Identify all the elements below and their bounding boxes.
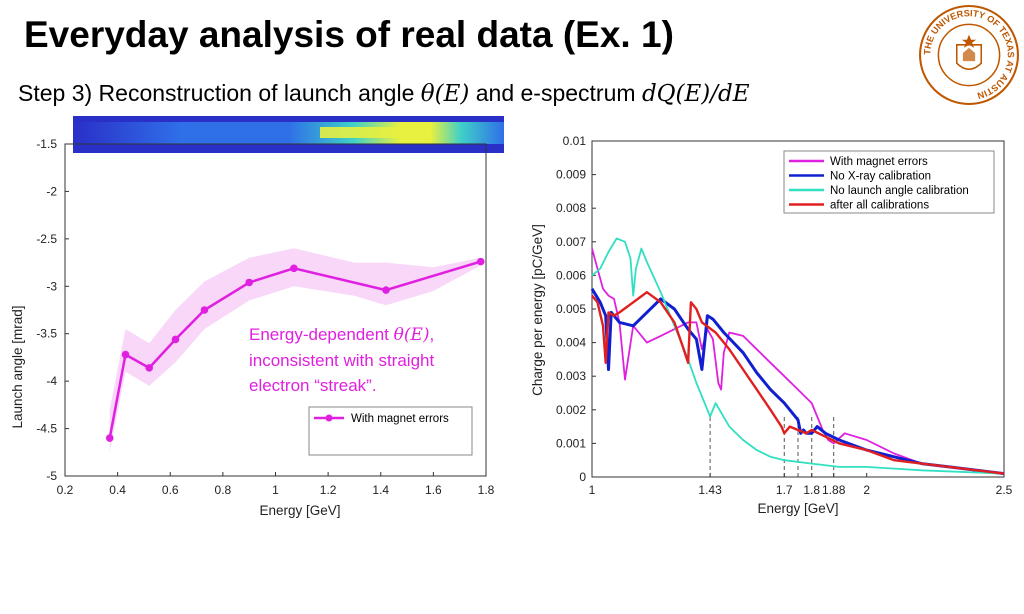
spectrum-series-line <box>591 237 1005 475</box>
left-y-tick-label: -4 <box>46 374 57 388</box>
data-point <box>290 264 298 273</box>
launch-angle-series <box>105 257 485 442</box>
streak-image-core <box>73 122 504 144</box>
right-x-tick-label: 1.8 <box>803 483 820 497</box>
slide-title: Everyday analysis of real data (Ex. 1) <box>24 14 674 55</box>
left-x-tick-label: 1.6 <box>425 483 442 497</box>
subtitle-middle: and e-spectrum <box>469 80 642 106</box>
subtitle-dqde-math: dQ(E)/dE <box>641 81 750 107</box>
annotation-line-2: inconsistent with straight <box>249 351 435 370</box>
annotation-text: Energy-dependent θ(E), inconsistent with… <box>249 322 434 398</box>
slide-subtitle: Step 3) Reconstruction of launch angle θ… <box>18 80 750 107</box>
right-y-tick-label: 0.004 <box>556 336 586 350</box>
charge-spectrum-series <box>590 237 1005 476</box>
streak-image <box>73 116 504 153</box>
launch-angle-legend: With magnet errors <box>308 406 473 456</box>
legend-label: No launch angle calibration <box>830 185 969 197</box>
charge-spectrum-chart: 1 1.43 1.7 1.8 1.88 2 2.5 0 0.001 0.002 0.003 0.004… <box>530 134 1013 516</box>
right-y-axis-label: Charge per energy [pC/GeV] <box>530 224 545 396</box>
left-y-tick-label: -4.5 <box>36 422 57 436</box>
left-x-tick-label: 0.8 <box>215 483 232 497</box>
left-x-tick-label: 1.2 <box>320 483 337 497</box>
annotation-line-3: electron “streak”. <box>249 376 377 395</box>
right-x-tick-label: 2.5 <box>996 483 1013 497</box>
launch-angle-chart: 0.2 0.4 0.6 0.8 1 1.2 1.4 1.6 1.8 -5 -4.5 -4 -3.5 -3 -… <box>10 116 504 518</box>
left-x-tick-label: 1.8 <box>478 483 495 497</box>
right-y-tick-label: 0.007 <box>556 235 586 249</box>
right-y-tick-label: 0.008 <box>556 201 586 215</box>
left-y-tick-label: -2.5 <box>36 232 57 246</box>
spectrum-series-line <box>591 290 1005 475</box>
left-x-axis-label: Energy [GeV] <box>259 503 340 518</box>
right-x-tick-label: 1.43 <box>698 483 722 497</box>
data-point <box>200 306 209 314</box>
right-x-tick-label: 2 <box>863 483 870 497</box>
data-point <box>121 350 130 359</box>
right-y-tick-label: 0.01 <box>563 134 587 148</box>
right-x-tick-label: 1.7 <box>776 483 793 497</box>
charge-spectrum-axes: 1 1.43 1.7 1.8 1.88 2 2.5 0 0.001 0.002 0.003 0.004… <box>556 134 1013 497</box>
streak-hotspot <box>320 127 405 138</box>
left-x-tick-label: 1 <box>272 483 279 497</box>
right-y-tick-label: 0.002 <box>556 403 586 417</box>
legend-label: No X-ray calibration <box>830 171 931 183</box>
data-point <box>145 364 153 372</box>
subtitle-prefix: Step 3) Reconstruction of launch angle <box>18 80 421 106</box>
launch-angle-band <box>109 248 481 453</box>
spectrum-series-line <box>591 248 1005 475</box>
legend-label: after all calibrations <box>830 200 929 212</box>
left-x-tick-label: 0.6 <box>162 483 179 497</box>
data-point <box>105 434 114 442</box>
subtitle-theta-math: θ(E) <box>420 81 470 107</box>
data-point <box>171 335 180 344</box>
annotation-line1-prefix: Energy-dependent <box>249 325 394 344</box>
right-x-tick-label: 1.88 <box>822 483 846 497</box>
annotation-theta-math: θ(E) <box>393 325 430 345</box>
annotation-line-1: Energy-dependent θ(E), <box>249 322 434 348</box>
right-y-tick-label: 0.001 <box>556 436 586 450</box>
data-point <box>382 286 390 294</box>
left-y-tick-label: -2 <box>46 184 57 198</box>
left-x-tick-label: 1.4 <box>372 483 389 497</box>
right-y-tick-label: 0 <box>579 470 586 484</box>
annotation-line1-suffix: , <box>429 325 435 344</box>
right-y-tick-label: 0.003 <box>556 369 586 383</box>
right-y-tick-label: 0.009 <box>556 168 586 182</box>
charge-spectrum-legend: With magnet errors No X-ray calibration No… <box>783 150 995 214</box>
left-x-tick-label: 0.2 <box>57 483 74 497</box>
left-y-tick-label: -1.5 <box>36 137 57 151</box>
left-y-tick-label: -3.5 <box>36 327 57 341</box>
spectrum-series-line <box>590 288 1005 476</box>
left-x-tick-label: 0.4 <box>109 483 126 497</box>
left-y-axis-label: Launch angle [mrad] <box>10 305 25 428</box>
data-point <box>245 278 253 287</box>
legend-label-with-magnet-errors: With magnet errors <box>351 413 449 425</box>
legend-label: With magnet errors <box>830 156 928 168</box>
right-y-tick-label: 0.006 <box>556 268 586 282</box>
left-y-tick-label: -3 <box>46 279 57 293</box>
left-y-tick-label: -5 <box>46 469 57 483</box>
right-x-tick-label: 1 <box>589 483 596 497</box>
data-point <box>476 257 485 266</box>
uncertainty-band <box>109 248 481 453</box>
launch-angle-axes: 0.2 0.4 0.6 0.8 1 1.2 1.4 1.6 1.8 -5 -4.5 -4 -3.5 -3 -… <box>36 137 494 497</box>
right-y-tick-label: 0.005 <box>556 302 586 316</box>
ut-austin-seal-logo: THE UNIVERSITY OF TEXAS AT AUSTIN <box>919 5 1019 105</box>
energy-marker-lines <box>709 415 835 477</box>
right-x-axis-label: Energy [GeV] <box>757 501 838 516</box>
